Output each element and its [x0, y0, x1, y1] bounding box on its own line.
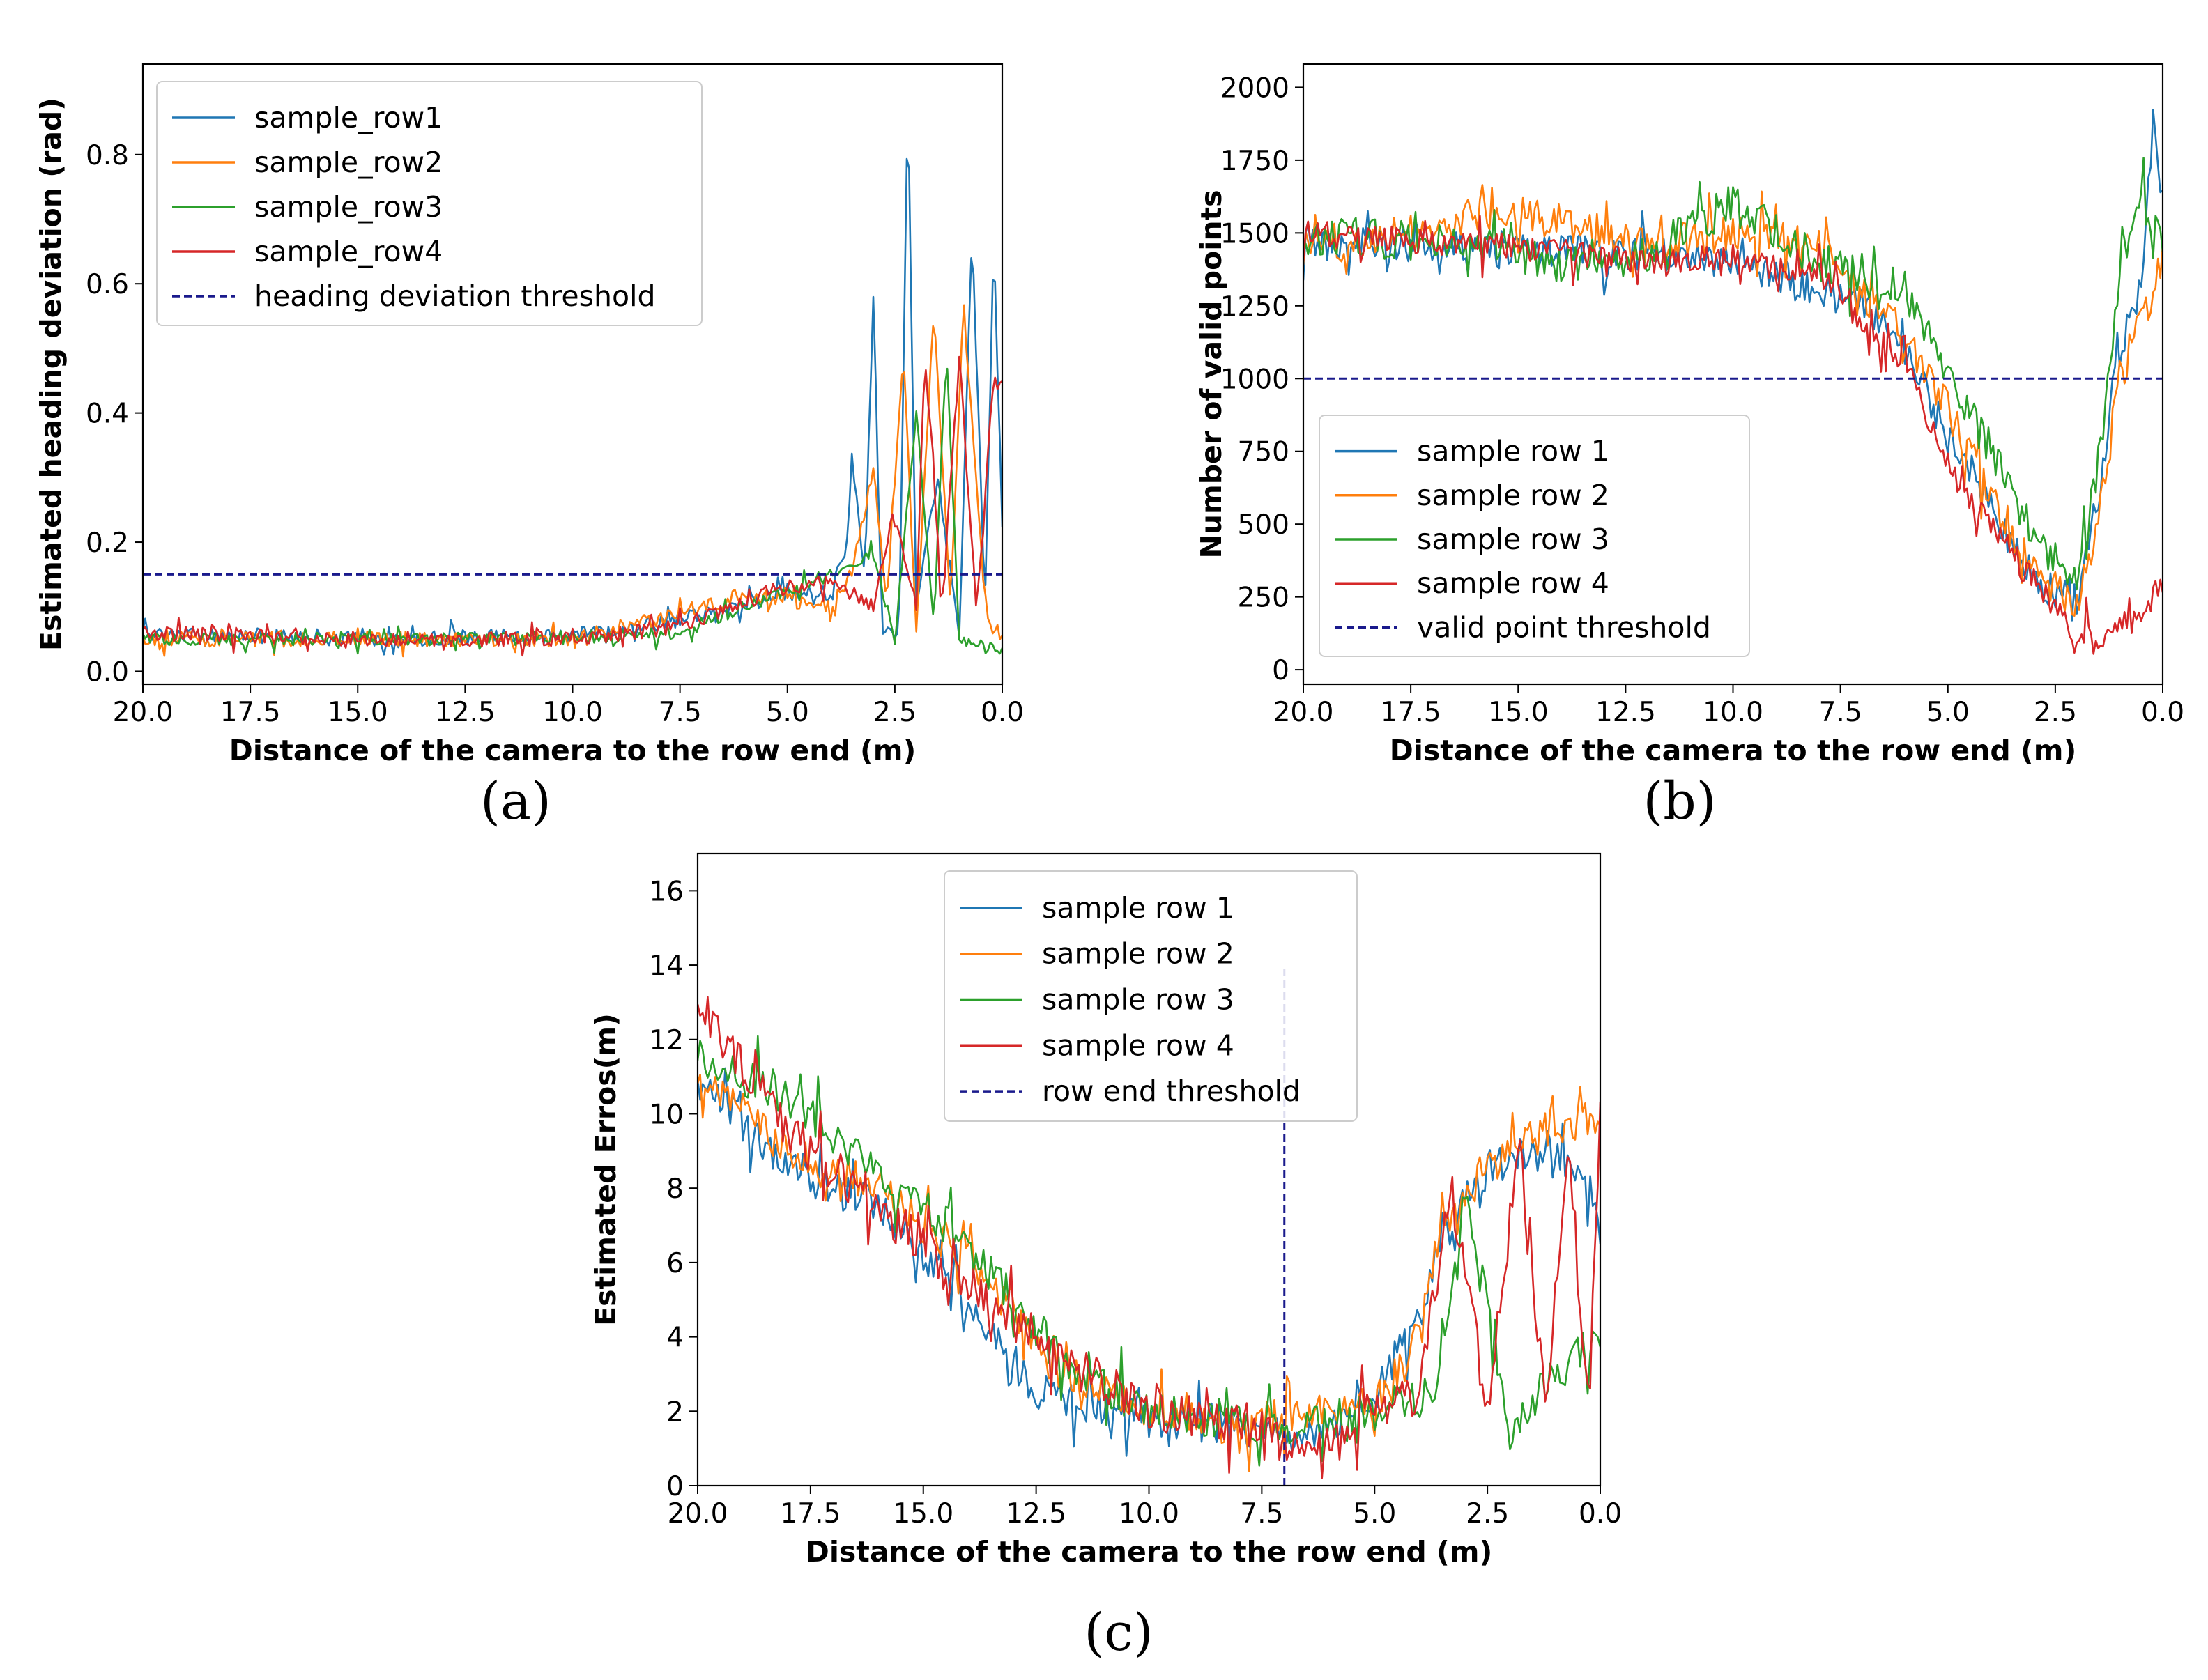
series-line-b-2 [1303, 184, 2163, 617]
legend-label-a-2: sample_row3 [254, 190, 443, 224]
x-tick-label-b-0: 20.0 [1273, 697, 1334, 728]
y-tick-label-c-7: 14 [649, 950, 684, 982]
x-axis-label-b: Distance of the camera to the row end (m… [1390, 734, 2076, 767]
legend-box-b [1319, 415, 1750, 657]
x-axis-label-a: Distance of the camera to the row end (m… [229, 734, 916, 767]
x-tick-label-a-8: 0.0 [981, 697, 1024, 728]
y-axis-label-b: Number of valid points [1195, 190, 1228, 558]
chart-panel-a: 20.0 17.5 15.0 12.5 10.0 7.5 5.0 2.5 0.0 0.0 0.2 0.… [34, 63, 1024, 831]
y-tick-label-c-2: 4 [666, 1323, 684, 1354]
x-tick-label-a-7: 2.5 [873, 697, 917, 728]
y-tick-label-c-0: 0 [666, 1471, 684, 1502]
y-tick-label-b-6: 1500 [1220, 218, 1289, 249]
legend-c: sample row 1 sample row 2 sample row 3 samp… [944, 870, 1358, 1122]
x-tick-label-b-7: 2.5 [2034, 697, 2077, 728]
x-tick-label-a-6: 5.0 [766, 697, 809, 728]
y-tick-label-a-0: 0.0 [86, 656, 129, 688]
x-tick-label-c-6: 5.0 [1353, 1498, 1396, 1529]
legend-a: sample_row1 sample_row2 sample_row3 sample_… [156, 81, 703, 326]
legend-label-a-0: sample_row1 [254, 101, 443, 134]
x-tick-label-b-5: 7.5 [1819, 697, 1862, 728]
x-tick-label-b-1: 17.5 [1381, 697, 1441, 728]
legend-label-c-1: sample row 2 [1042, 937, 1234, 971]
legend-label-c-2: sample row 3 [1042, 983, 1234, 1017]
y-tick-label-b-0: 0 [1272, 655, 1289, 686]
legend-label-a-3: sample_row4 [254, 235, 443, 268]
panel-label-c: (c) [1084, 1603, 1153, 1663]
x-axis-label-c: Distance of the camera to the row end (m… [806, 1535, 1492, 1569]
x-tick-label-c-8: 0.0 [1579, 1498, 1622, 1529]
y-tick-label-a-1: 0.2 [86, 527, 129, 559]
legend-label-c-3: sample row 4 [1042, 1028, 1234, 1062]
panel-label-b: (b) [1643, 771, 1716, 831]
y-tick-label-b-4: 1000 [1220, 364, 1289, 395]
legend-label-b-0: sample row 1 [1417, 435, 1609, 468]
series-line-c-1 [698, 1067, 1600, 1457]
y-tick-label-c-5: 10 [649, 1099, 684, 1130]
series-line-a-4 [143, 355, 1002, 657]
x-tick-label-a-1: 17.5 [220, 697, 281, 728]
y-tick-label-b-2: 500 [1238, 509, 1289, 541]
legend-label-a-4: heading deviation threshold [254, 279, 655, 313]
legend-b: sample row 1 sample row 2 sample row 3 samp… [1319, 415, 1750, 657]
x-tick-label-c-0: 20.0 [668, 1498, 728, 1529]
y-axis-label-c: Estimated Erros(m) [589, 1013, 622, 1326]
x-tick-label-a-0: 20.0 [113, 697, 174, 728]
series-line-a-2 [143, 304, 1002, 658]
y-tick-label-c-8: 16 [649, 876, 684, 907]
x-tick-label-a-5: 7.5 [659, 697, 702, 728]
y-tick-label-a-3: 0.6 [86, 269, 129, 300]
x-tick-label-b-3: 12.5 [1595, 697, 1656, 728]
series-line-b-3 [1303, 157, 2163, 591]
series-line-b-4 [1303, 215, 2163, 655]
y-tick-label-c-1: 2 [666, 1396, 684, 1428]
x-tick-label-a-4: 10.0 [542, 697, 603, 728]
y-tick-label-c-6: 12 [649, 1025, 684, 1056]
x-tick-label-c-7: 2.5 [1466, 1498, 1509, 1529]
legend-label-c-4: row end threshold [1042, 1074, 1301, 1108]
panel-label-a: (a) [480, 771, 551, 831]
x-tick-label-a-3: 12.5 [435, 697, 496, 728]
x-tick-label-b-8: 0.0 [2141, 697, 2184, 728]
x-tick-label-b-4: 10.0 [1703, 697, 1763, 728]
y-tick-label-c-3: 6 [666, 1248, 684, 1279]
x-tick-label-a-2: 15.0 [328, 697, 388, 728]
y-tick-label-b-3: 750 [1238, 437, 1289, 468]
chart-panel-c: 20.0 17.5 15.0 12.5 10.0 7.5 5.0 2.5 0.0 0 2 4 6 8 10 1… [589, 852, 1622, 1663]
y-tick-label-b-1: 250 [1238, 583, 1289, 614]
y-tick-label-b-5: 1250 [1220, 291, 1289, 323]
legend-label-b-1: sample row 2 [1417, 479, 1609, 512]
y-tick-label-b-7: 1750 [1220, 146, 1289, 177]
legend-label-c-0: sample row 1 [1042, 891, 1234, 925]
x-tick-label-c-3: 12.5 [1006, 1498, 1066, 1529]
series-line-c-4 [698, 996, 1600, 1479]
y-tick-label-a-2: 0.4 [86, 399, 129, 430]
x-tick-label-c-2: 15.0 [893, 1498, 953, 1529]
x-tick-label-c-1: 17.5 [780, 1498, 841, 1529]
legend-box-c [944, 870, 1358, 1122]
y-tick-label-a-4: 0.8 [86, 140, 129, 171]
y-tick-label-b-8: 2000 [1220, 72, 1289, 104]
x-tick-label-c-5: 7.5 [1240, 1498, 1283, 1529]
legend-box-a [156, 81, 703, 326]
legend-label-b-2: sample row 3 [1417, 523, 1609, 556]
legend-label-b-3: sample row 4 [1417, 567, 1609, 600]
x-tick-label-b-6: 5.0 [1926, 697, 1970, 728]
x-tick-label-b-2: 15.0 [1488, 697, 1549, 728]
legend-label-a-1: sample_row2 [254, 146, 443, 179]
y-tick-label-c-4: 8 [666, 1173, 684, 1205]
legend-label-b-4: valid point threshold [1417, 610, 1711, 644]
x-tick-label-c-4: 10.0 [1119, 1498, 1179, 1529]
chart-panel-b: 20.0 17.5 15.0 12.5 10.0 7.5 5.0 2.5 0.0 0 250 500 7… [1195, 63, 2184, 831]
y-axis-label-a: Estimated heading deviation (rad) [34, 98, 68, 651]
